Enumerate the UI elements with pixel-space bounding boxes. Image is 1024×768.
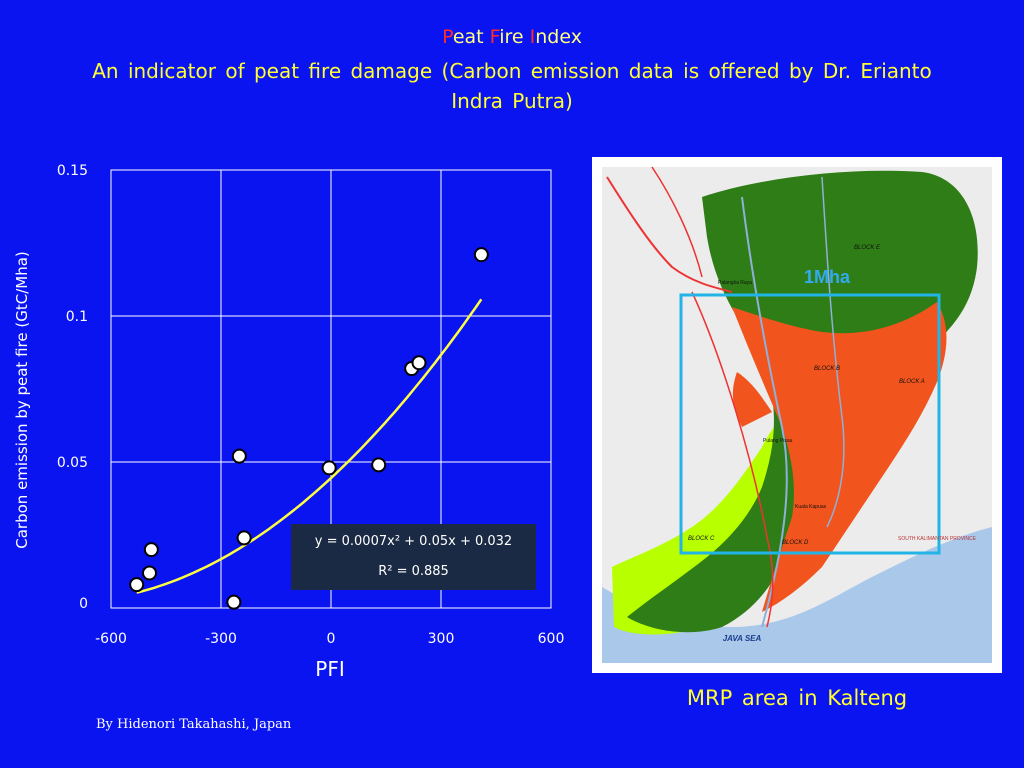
data-point [473,247,489,263]
y-axis-label: Carbon emission by peat fire (GtC/Mha) [13,251,31,548]
title-part: F [489,26,500,48]
y-tick-label: 0 [79,596,88,612]
map-label-block-a: BLOCK A [899,379,925,385]
x-tick-label: 300 [428,631,455,647]
x-tick-label: 0 [327,631,336,647]
map-road-3 [691,291,774,628]
map-burnt-orange [732,302,947,612]
data-point [321,460,337,476]
map-label-block-e: BLOCK E [854,245,881,251]
data-point [143,542,159,558]
data-point [371,457,387,473]
regression-equation: y = 0.0007x² + 0.05x + 0.032 [314,534,513,549]
x-tick-label: -600 [95,631,127,647]
data-point [231,448,247,464]
slide-title: Peat Fire Index [0,26,1024,48]
map-block-c-lime [612,412,802,635]
map-label-province: SOUTH KALIMANTAN PROVINCE [898,536,977,542]
r-squared-value: R² = 0.885 [378,564,449,579]
map-label-block-b: BLOCK B [814,366,840,372]
title-part: P [442,26,453,48]
y-tick-label: 0.05 [57,455,88,471]
map-1mha-label: 1Mha [804,267,851,287]
title-part: I [529,26,536,48]
y-tick-label: 0.15 [57,163,88,179]
map-1mha-box [679,293,941,555]
chart-tick-labels: -600 -300 0 300 600 0 0.05 0.1 0.15 [57,163,565,647]
title-part: eat [452,26,490,48]
data-point [226,594,242,610]
map-burnt-orange-2 [732,372,772,427]
chart-points [129,247,489,610]
x-axis-label: PFI [315,657,344,681]
map-caption: MRP area in Kalteng [686,686,908,710]
title-part: ire [499,26,530,48]
map-label-town-1: Pulang Pisau [763,438,793,444]
map-label-town-2: Kuala Kapuas [795,504,827,510]
data-point [236,530,252,546]
regression-equation-box: y = 0.0007x² + 0.05x + 0.032 R² = 0.885 [291,524,536,590]
mrp-map: 1Mha BLOCK E BLOCK B BLOCK A BLOCK C BLO… [592,157,1002,673]
map-label-block-c: BLOCK C [688,536,715,542]
author-credit: By Hidenori Takahashi, Japan [96,717,292,732]
map-label-town-3: Palangka Raya [718,280,752,286]
map-label-block-d: BLOCK D [782,540,809,546]
x-tick-label: -300 [205,631,237,647]
x-tick-label: 600 [538,631,565,647]
title-part: ndex [535,26,582,48]
data-point [142,565,157,581]
slide-subtitle: An indicator of peat fire damage (Carbon… [92,59,932,113]
data-point [129,577,145,593]
map-river-1 [741,196,788,628]
map-road-2 [651,166,703,278]
y-tick-label: 0.1 [66,309,88,325]
map-river-2 [821,176,845,528]
plot-border [110,169,552,609]
map-road-1 [606,176,733,293]
data-point [411,355,427,371]
chart-grid [110,169,552,609]
map-label-sea: JAVA SEA [723,634,762,643]
trend-curve [136,298,483,594]
